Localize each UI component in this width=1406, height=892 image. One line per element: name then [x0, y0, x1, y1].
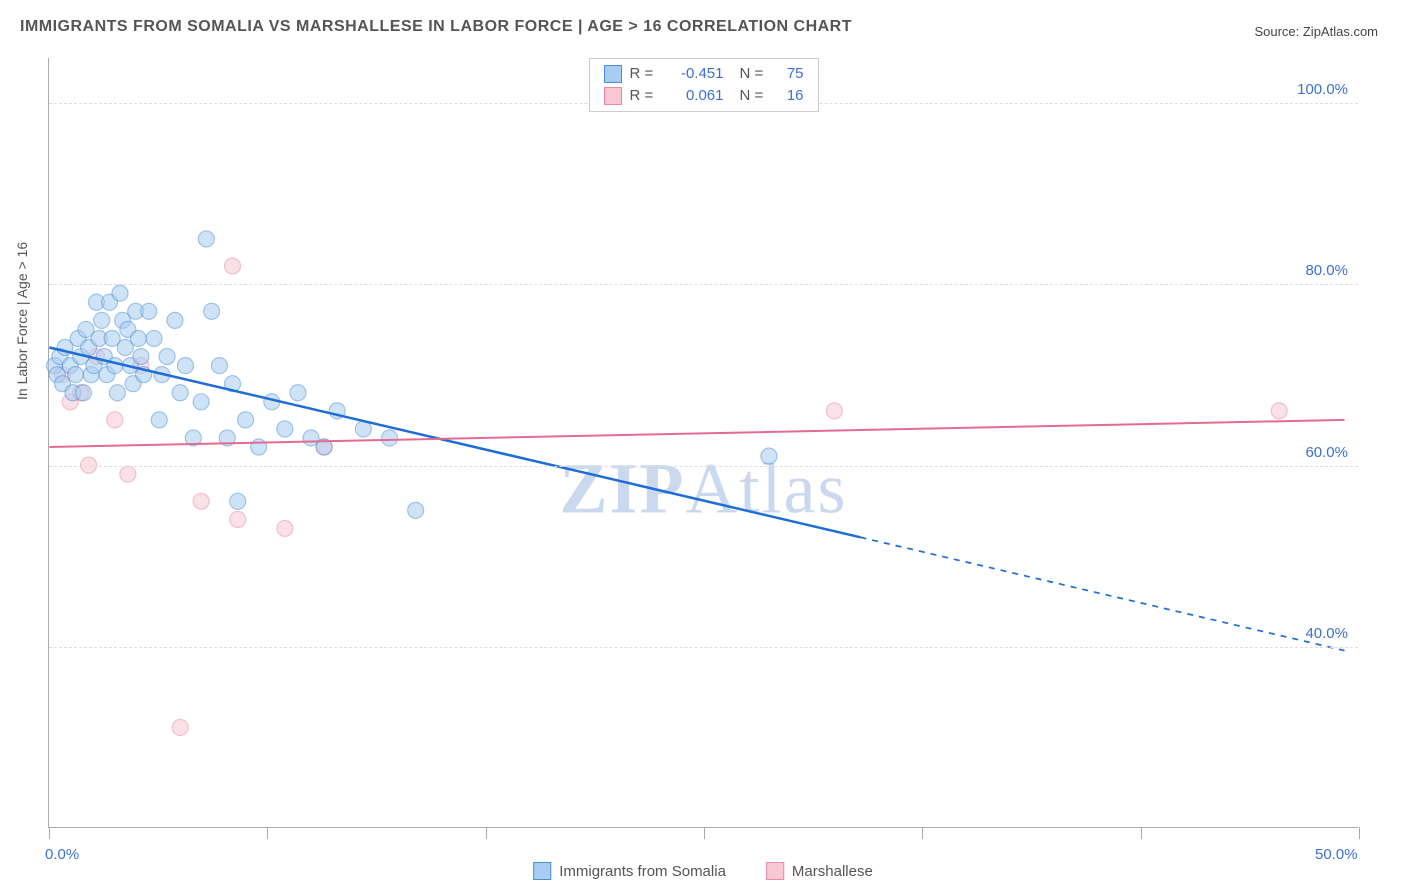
r-label: R =: [630, 63, 658, 85]
n-label: N =: [740, 85, 768, 107]
x-tick-label: 50.0%: [1315, 846, 1358, 863]
r-value-marshallese: 0.061: [666, 85, 724, 107]
n-value-somalia: 75: [776, 63, 804, 85]
data-point: [133, 349, 149, 365]
data-point: [382, 430, 398, 446]
data-point: [251, 439, 267, 455]
data-point: [120, 466, 136, 482]
data-point: [167, 312, 183, 328]
y-tick-label: 100.0%: [1297, 81, 1348, 98]
data-point: [225, 258, 241, 274]
data-point: [94, 312, 110, 328]
data-point: [130, 330, 146, 346]
data-point: [109, 385, 125, 401]
x-tick-label: 0.0%: [45, 846, 79, 863]
data-point: [112, 285, 128, 301]
y-tick-label: 40.0%: [1305, 625, 1348, 642]
data-point: [146, 330, 162, 346]
legend-swatch-marshallese: [604, 87, 622, 105]
data-point: [761, 448, 777, 464]
data-point: [238, 412, 254, 428]
y-tick-label: 60.0%: [1305, 444, 1348, 461]
data-point: [172, 719, 188, 735]
data-point: [75, 385, 91, 401]
legend-swatch-somalia: [604, 65, 622, 83]
legend-label-marshallese: Marshallese: [792, 863, 873, 880]
data-point: [177, 358, 193, 374]
data-point: [193, 394, 209, 410]
data-point: [408, 502, 424, 518]
chart-title: IMMIGRANTS FROM SOMALIA VS MARSHALLESE I…: [20, 18, 852, 36]
chart-plot-area: R = -0.451 N = 75 R = 0.061 N = 16 ZIPAt…: [48, 58, 1358, 828]
legend-stats-row: R = 0.061 N = 16: [604, 85, 804, 107]
data-point: [151, 412, 167, 428]
data-point: [107, 412, 123, 428]
data-point: [290, 385, 306, 401]
data-point: [230, 493, 246, 509]
data-point: [68, 367, 84, 383]
data-point: [107, 358, 123, 374]
trend-line: [49, 348, 860, 538]
data-point: [141, 303, 157, 319]
legend-series: Immigrants from Somalia Marshallese: [533, 862, 873, 880]
chart-source: Source: ZipAtlas.com: [1254, 24, 1378, 39]
data-point: [198, 231, 214, 247]
scatter-plot-svg: [49, 58, 1358, 827]
data-point: [277, 421, 293, 437]
legend-stats-box: R = -0.451 N = 75 R = 0.061 N = 16: [589, 58, 819, 112]
legend-stats-row: R = -0.451 N = 75: [604, 63, 804, 85]
r-value-somalia: -0.451: [666, 63, 724, 85]
n-value-marshallese: 16: [776, 85, 804, 107]
data-point: [193, 493, 209, 509]
r-label: R =: [630, 85, 658, 107]
y-axis-label: In Labor Force | Age > 16: [14, 242, 30, 400]
data-point: [159, 349, 175, 365]
data-point: [172, 385, 188, 401]
legend-label-somalia: Immigrants from Somalia: [559, 863, 726, 880]
data-point: [277, 520, 293, 536]
data-point: [826, 403, 842, 419]
n-label: N =: [740, 63, 768, 85]
data-point: [204, 303, 220, 319]
legend-swatch-marshallese: [766, 862, 784, 880]
data-point: [230, 511, 246, 527]
data-point: [1271, 403, 1287, 419]
data-point: [211, 358, 227, 374]
legend-swatch-somalia: [533, 862, 551, 880]
trend-line-dashed: [860, 537, 1344, 650]
y-tick-label: 80.0%: [1305, 262, 1348, 279]
legend-item-marshallese: Marshallese: [766, 862, 873, 880]
legend-item-somalia: Immigrants from Somalia: [533, 862, 726, 880]
